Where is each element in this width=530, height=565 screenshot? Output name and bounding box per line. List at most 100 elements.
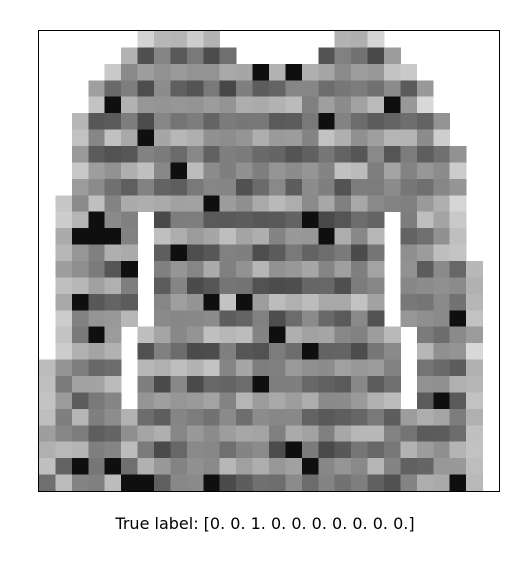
image-pixel: [154, 80, 171, 98]
image-pixel: [301, 129, 319, 147]
image-pixel: [252, 293, 270, 311]
image-pixel: [203, 31, 221, 48]
image-pixel: [318, 441, 336, 459]
image-pixel: [285, 261, 303, 278]
pullover-image: [39, 31, 483, 491]
image-pixel: [367, 96, 385, 114]
image-pixel: [186, 178, 204, 196]
image-pixel: [137, 195, 155, 213]
image-pixel: [367, 31, 385, 48]
image-pixel: [55, 376, 73, 393]
image-pixel: [186, 408, 204, 426]
image-pixel: [318, 392, 336, 410]
image-pixel: [104, 63, 122, 81]
image-pixel: [252, 244, 270, 262]
image-pixel: [449, 162, 467, 180]
image-pixel: [351, 31, 368, 48]
image-pixel: [301, 113, 319, 130]
image-pixel: [252, 326, 270, 344]
image-pixel: [367, 425, 385, 443]
image-pixel: [449, 326, 467, 344]
image-pixel: [203, 162, 221, 180]
image-pixel: [137, 441, 155, 459]
image-pixel: [367, 343, 385, 360]
image-pixel: [154, 293, 171, 311]
image-pixel: [186, 474, 204, 491]
image-pixel: [55, 277, 73, 295]
image-pixel: [154, 458, 171, 475]
image-pixel: [104, 277, 122, 295]
image-pixel: [203, 96, 221, 114]
image-pixel: [203, 359, 221, 377]
image-pixel: [88, 178, 106, 196]
image-pixel: [88, 146, 106, 163]
image-pixel: [88, 359, 106, 377]
image-pixel: [121, 425, 138, 443]
image-pixel: [121, 113, 138, 130]
image-pixel: [71, 113, 89, 130]
image-pixel: [400, 310, 418, 328]
image-pixel: [170, 244, 188, 262]
image-pixel: [367, 244, 385, 262]
image-pixel: [236, 80, 253, 98]
image-pixel: [186, 195, 204, 213]
image-pixel: [384, 376, 401, 393]
image-pixel: [367, 80, 385, 98]
image-pixel: [269, 277, 286, 295]
image-pixel: [318, 80, 336, 98]
image-pixel: [170, 261, 188, 278]
image-pixel: [416, 80, 434, 98]
image-pixel: [88, 343, 106, 360]
image-pixel: [384, 359, 401, 377]
image-pixel: [466, 425, 483, 443]
image-pixel: [416, 228, 434, 245]
image-pixel: [88, 211, 106, 229]
image-pixel: [236, 63, 253, 81]
image-pixel: [400, 228, 418, 245]
image-pixel: [318, 162, 336, 180]
image-pixel: [137, 96, 155, 114]
image-pixel: [121, 195, 138, 213]
image-pixel: [400, 63, 418, 81]
image-pixel: [55, 326, 73, 344]
image-pixel: [318, 277, 336, 295]
image-pixel: [88, 293, 106, 311]
image-pixel: [154, 376, 171, 393]
image-pixel: [384, 408, 401, 426]
image-pixel: [367, 310, 385, 328]
image-pixel: [71, 244, 89, 262]
image-pixel: [334, 359, 352, 377]
image-pixel: [301, 211, 319, 229]
image-pixel: [219, 63, 237, 81]
image-pixel: [384, 146, 401, 163]
image-pixel: [170, 178, 188, 196]
image-pixel: [466, 359, 483, 377]
image-pixel: [154, 31, 171, 48]
image-pixel: [301, 261, 319, 278]
image-pixel: [104, 228, 122, 245]
image-pixel: [351, 359, 368, 377]
image-pixel: [88, 80, 106, 98]
image-pixel: [121, 228, 138, 245]
image-pixel: [203, 392, 221, 410]
image-pixel: [384, 458, 401, 475]
image-pixel: [71, 261, 89, 278]
image-pixel: [219, 408, 237, 426]
image-pixel: [104, 392, 122, 410]
image-pixel: [219, 359, 237, 377]
image-pixel: [219, 425, 237, 443]
image-pixel: [400, 178, 418, 196]
image-pixel: [269, 228, 286, 245]
image-pixel: [236, 310, 253, 328]
image-pixel: [154, 441, 171, 459]
image-pixel: [219, 261, 237, 278]
image-pixel: [236, 343, 253, 360]
image-pixel: [466, 293, 483, 311]
image-pixel: [121, 146, 138, 163]
image-pixel: [104, 80, 122, 98]
image-pixel: [384, 63, 401, 81]
image-pixel: [449, 195, 467, 213]
image-pixel: [285, 293, 303, 311]
image-pixel: [367, 47, 385, 65]
